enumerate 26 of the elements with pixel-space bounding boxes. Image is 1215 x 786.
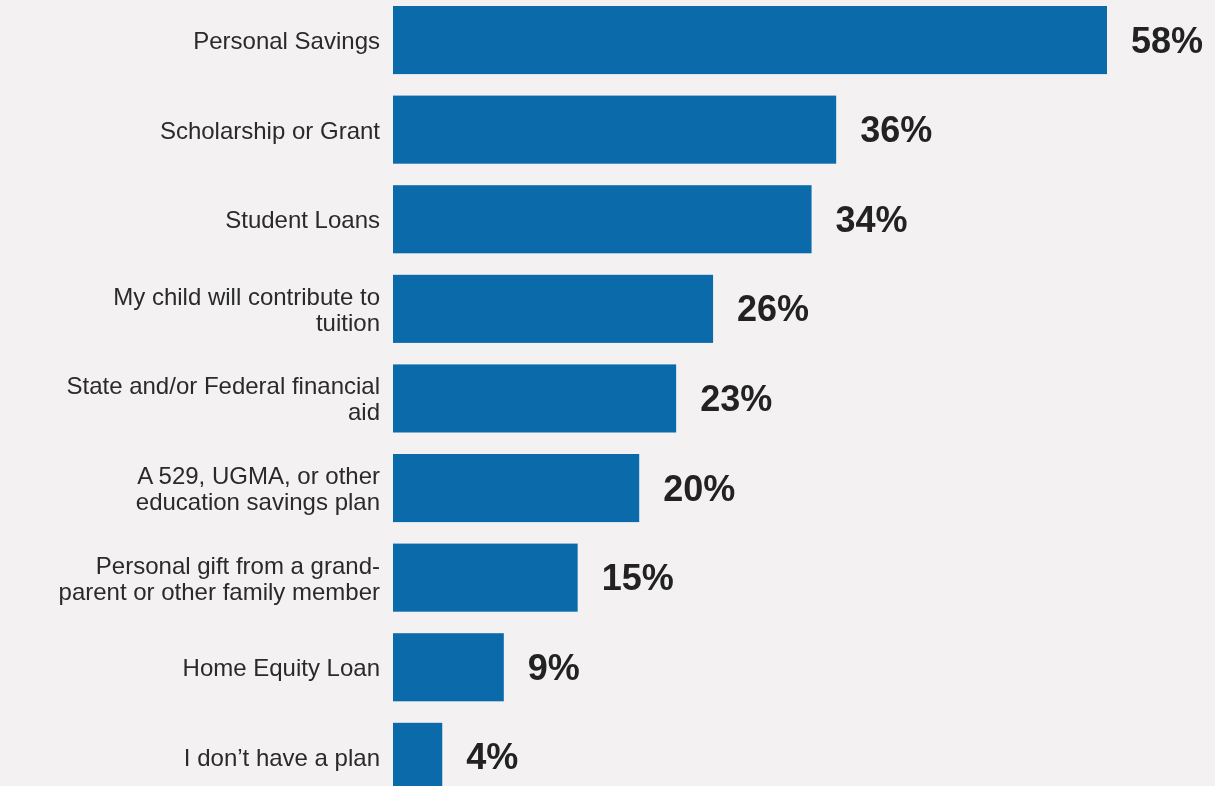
bar [393, 454, 640, 523]
y-tick-label: I don’t have a plan [183, 743, 380, 771]
data-label: 34% [835, 198, 908, 240]
data-label: 23% [700, 377, 773, 419]
y-tick-label: Student Loans [225, 205, 380, 233]
data-label: 20% [663, 467, 736, 509]
data-label: 36% [860, 109, 933, 151]
data-label: 9% [527, 646, 580, 688]
data-label: 4% [466, 736, 519, 778]
bar [393, 633, 504, 702]
y-tick-label: Personal Savings [193, 26, 380, 54]
y-tick-label: Scholarship or Grant [159, 116, 381, 144]
bar [393, 185, 812, 254]
y-tick-label: State and/or Federal financial aid [66, 371, 380, 425]
data-label: 26% [737, 288, 810, 330]
y-tick-label: A 529, UGMA, or other education savings plan [135, 461, 380, 515]
y-tick-label: Home Equity Loan [182, 653, 380, 681]
bar [393, 364, 677, 433]
data-label: 15% [601, 557, 674, 599]
data-label: 58% [1131, 19, 1204, 61]
y-tick-label: Personal gift from a grand-parent or other family member [58, 551, 380, 605]
y-tick-label: My child will contribute to tuition [113, 282, 380, 336]
bar [393, 6, 1107, 75]
bar [393, 95, 837, 164]
bar [393, 543, 578, 612]
bar [393, 274, 714, 343]
